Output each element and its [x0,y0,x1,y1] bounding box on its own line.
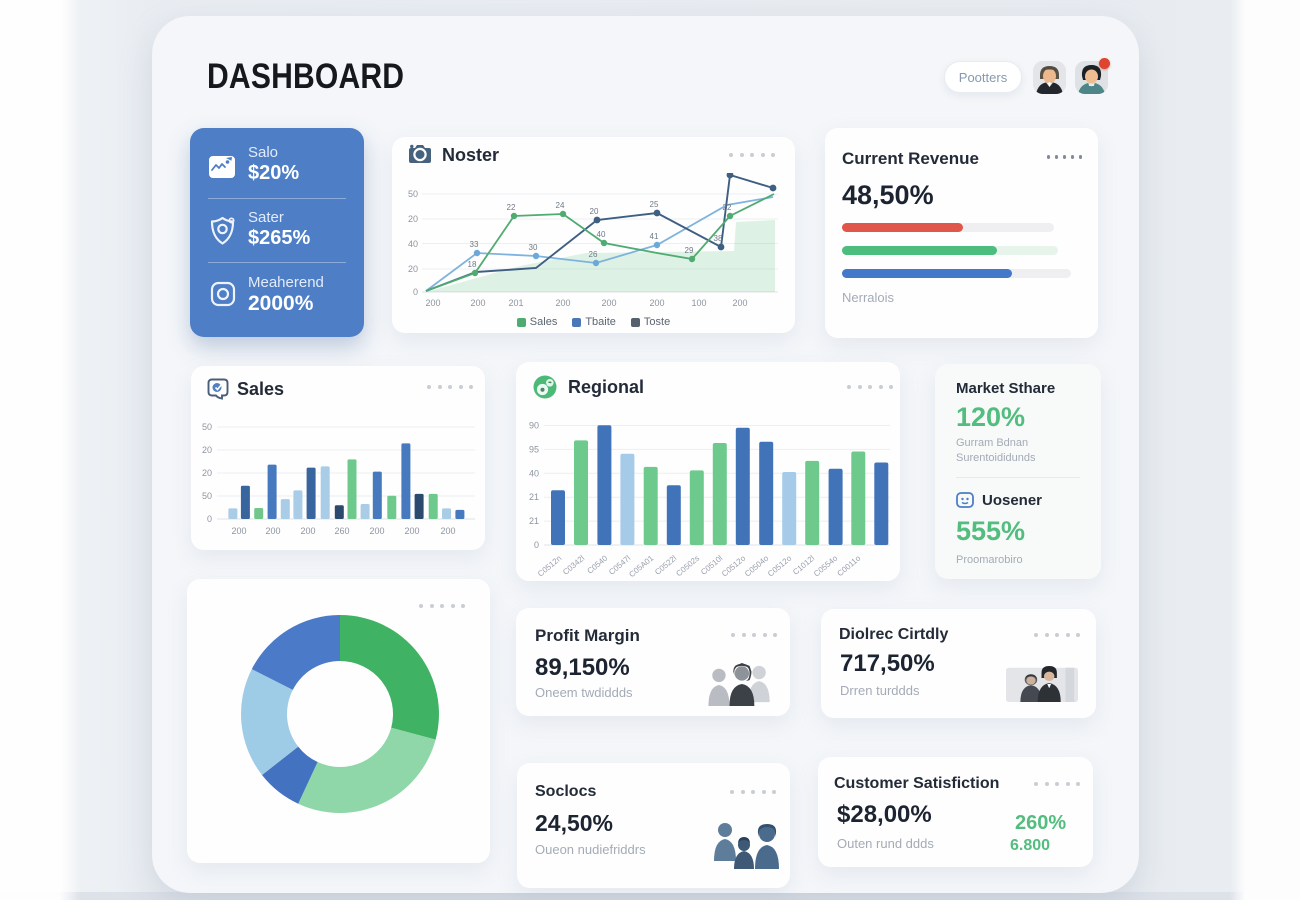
svg-text:200: 200 [404,526,419,536]
svg-text:200: 200 [601,298,616,308]
svg-text:200: 200 [732,298,747,308]
svg-text:200: 200 [231,526,246,536]
svg-text:20: 20 [408,264,418,274]
svg-text:C0504o: C0504o [743,553,771,578]
svg-text:C0011o: C0011o [835,553,862,578]
svg-text:20: 20 [590,207,599,216]
svg-text:C0342l: C0342l [561,553,586,576]
svg-text:C0554o: C0554o [812,553,840,578]
svg-text:0: 0 [207,514,212,524]
svg-text:40: 40 [597,230,606,239]
svg-text:20: 20 [202,468,212,478]
svg-text:33: 33 [470,240,479,249]
svg-text:18: 18 [468,260,477,269]
svg-text:21: 21 [529,516,539,526]
svg-text:22: 22 [507,203,516,212]
svg-text:200: 200 [425,298,440,308]
svg-text:40: 40 [408,239,418,249]
svg-text:C0540: C0540 [585,553,609,575]
svg-text:0: 0 [413,287,418,297]
svg-text:200: 200 [265,526,280,536]
svg-text:50: 50 [408,189,418,199]
svg-text:C05A01: C05A01 [627,553,655,579]
svg-text:200: 200 [300,526,315,536]
svg-text:200: 200 [369,526,384,536]
svg-text:100: 100 [691,298,706,308]
svg-text:22: 22 [723,203,732,212]
svg-text:95: 95 [529,444,539,454]
svg-text:260: 260 [334,526,349,536]
svg-text:C0512o: C0512o [720,553,748,578]
svg-text:0: 0 [534,540,539,550]
svg-text:21: 21 [529,492,539,502]
svg-text:200: 200 [440,526,455,536]
svg-text:41: 41 [650,232,659,241]
svg-text:20: 20 [408,214,418,224]
svg-text:200: 200 [470,298,485,308]
svg-text:40: 40 [529,468,539,478]
svg-text:38: 38 [714,234,723,243]
svg-text:200: 200 [555,298,570,308]
svg-text:29: 29 [685,246,694,255]
svg-text:90: 90 [529,421,539,431]
svg-text:30: 30 [529,243,538,252]
svg-text:25: 25 [650,200,659,209]
svg-text:C0512o: C0512o [766,553,794,578]
svg-text:50: 50 [202,491,212,501]
svg-text:50: 50 [202,422,212,432]
svg-text:200: 200 [649,298,664,308]
svg-text:24: 24 [556,201,565,210]
svg-text:201: 201 [508,298,523,308]
svg-text:20: 20 [202,445,212,455]
svg-text:26: 26 [589,250,598,259]
svg-text:C0512n: C0512n [536,554,563,579]
svg-text:C0502s: C0502s [674,554,701,579]
svg-text:C0522l: C0522l [653,553,678,576]
